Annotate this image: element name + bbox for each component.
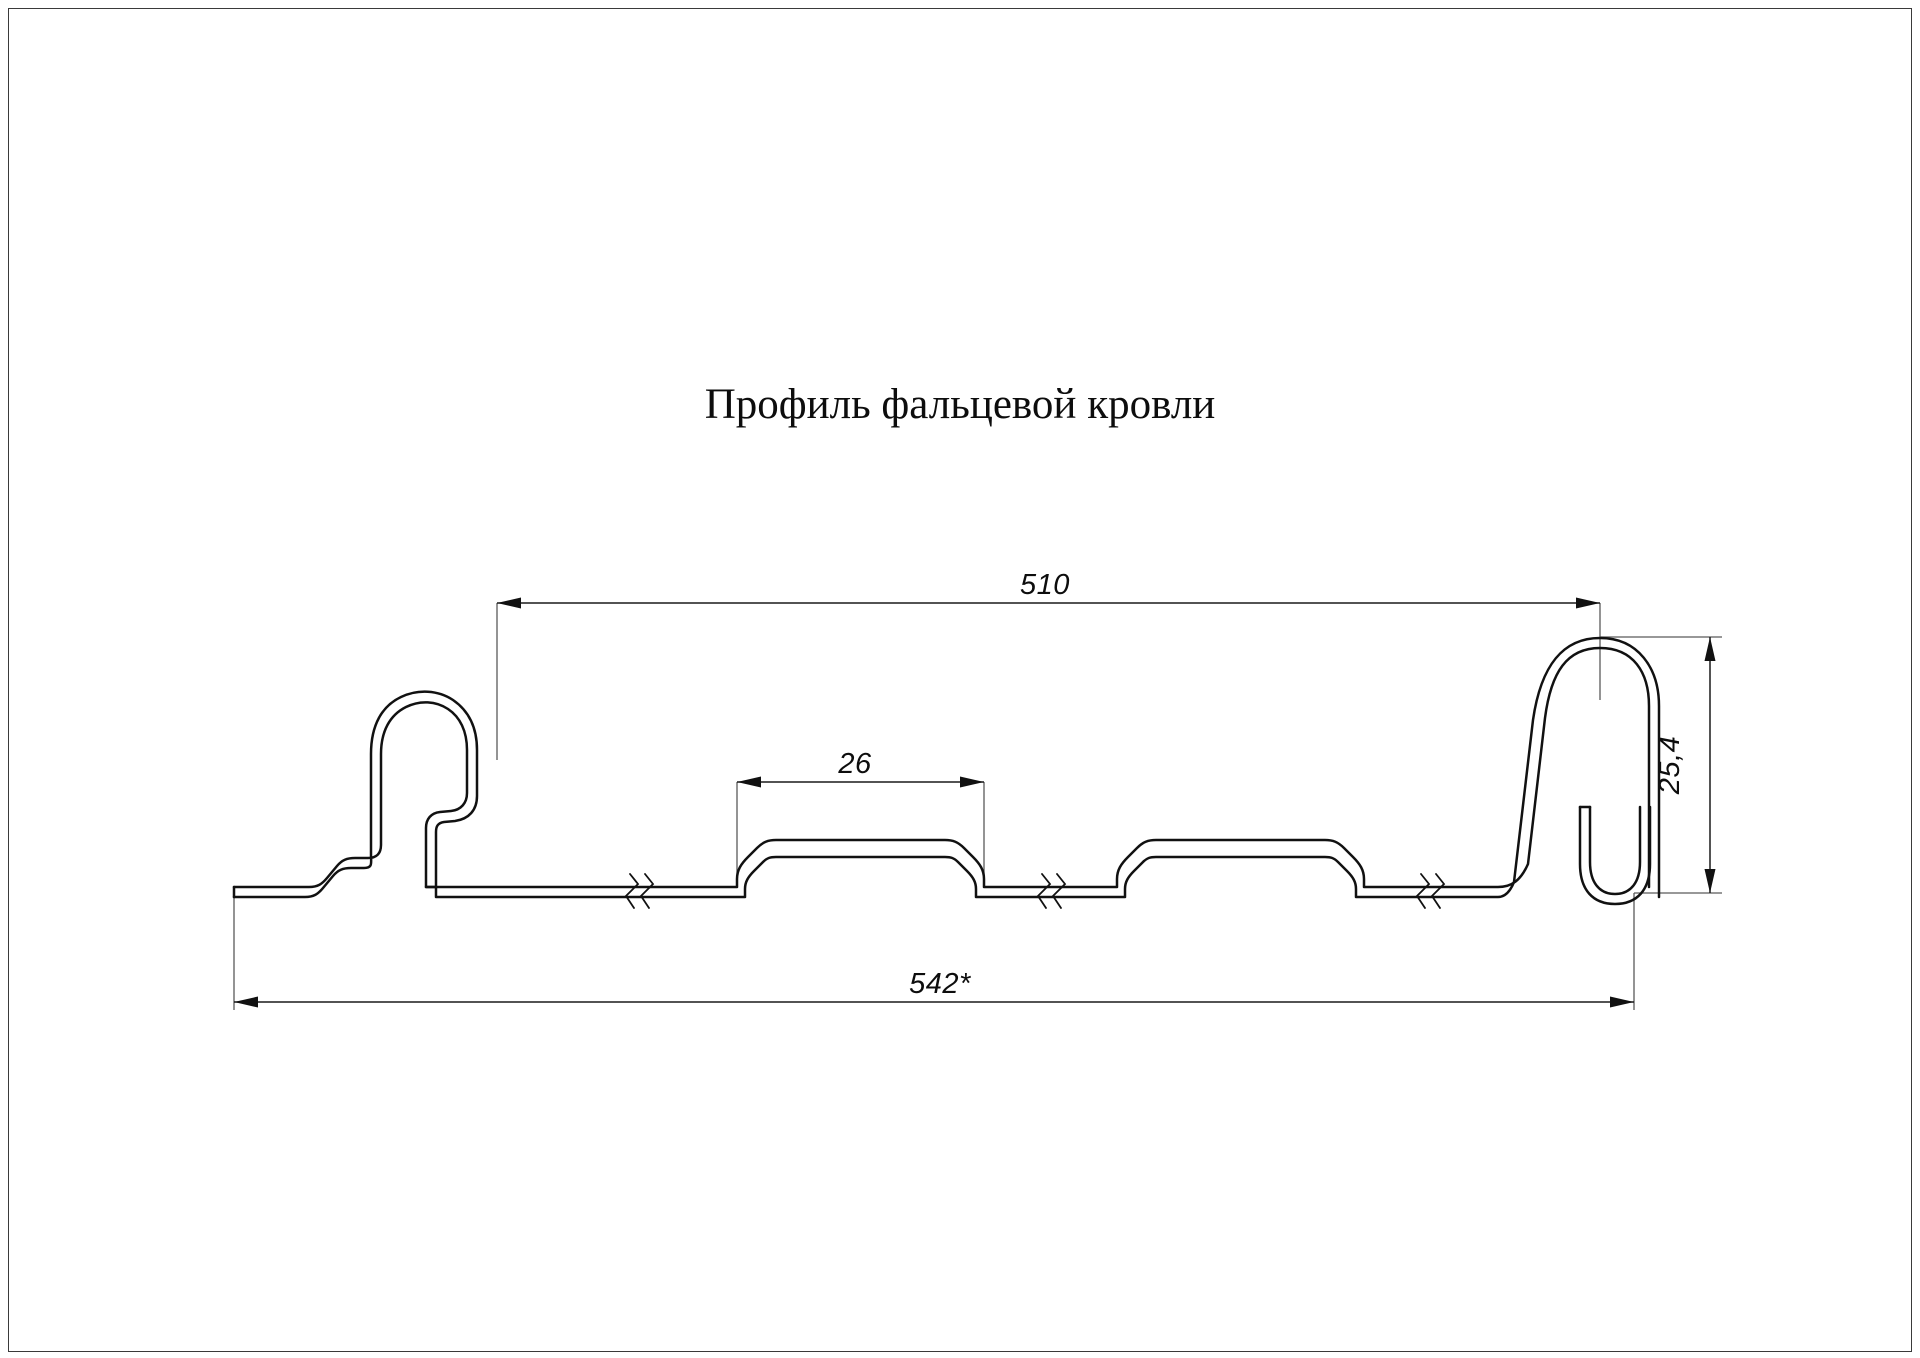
arrow-542-left	[234, 996, 258, 1008]
page-title: Профиль фальцевой кровли	[705, 381, 1216, 428]
profile-lower-contour	[232, 636, 1661, 899]
break-symbol-2	[1036, 873, 1067, 909]
break-symbols	[624, 873, 1446, 909]
dim-label-510: 510	[1020, 569, 1070, 601]
arrow-510-right	[1576, 597, 1600, 609]
profile-outline	[232, 636, 1661, 906]
dim-label-26: 26	[837, 748, 872, 780]
seam-hook-right-inner	[1588, 805, 1642, 896]
dim-label-542: 542*	[909, 968, 972, 1000]
arrow-254-bottom	[1704, 869, 1716, 893]
arrow-510-left	[497, 597, 521, 609]
arrow-542-right	[1610, 996, 1634, 1008]
profile-upper-contour	[232, 646, 1651, 889]
arrow-254-top	[1704, 637, 1716, 661]
arrow-26-right	[960, 776, 984, 788]
seam-hook-right-outer	[1578, 805, 1652, 906]
break-symbol-1	[624, 873, 655, 909]
arrow-26-left	[737, 776, 761, 788]
break-symbol-3	[1415, 873, 1446, 909]
